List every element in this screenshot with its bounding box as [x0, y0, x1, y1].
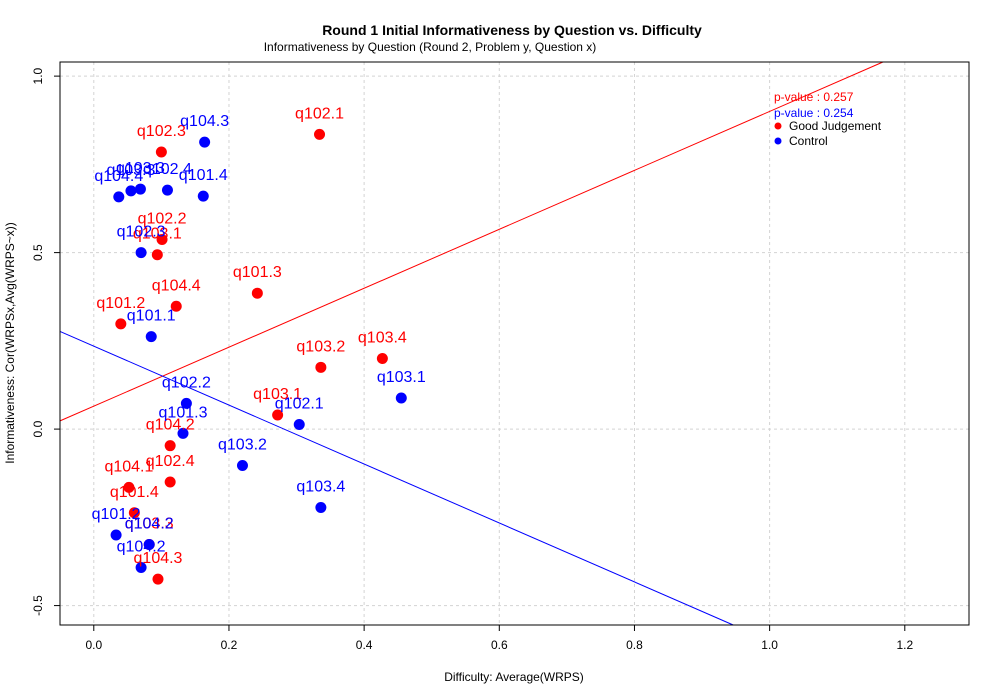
- data-point: [143, 539, 155, 551]
- y-tick-label: 0.0: [31, 420, 45, 437]
- y-tick-label: 1.0: [31, 67, 45, 84]
- data-point: [177, 427, 189, 439]
- data-label: q104.4: [152, 277, 201, 294]
- chart-title: Round 1 Initial Informativeness by Quest…: [322, 22, 702, 38]
- data-point: [199, 136, 211, 148]
- data-label: q103.4: [358, 330, 407, 347]
- data-points: [110, 128, 407, 585]
- data-label: q101.4: [179, 167, 228, 184]
- data-label: q103.3: [116, 160, 165, 177]
- data-label: q103.1: [253, 386, 302, 403]
- data-point: [164, 476, 176, 488]
- x-tick-label: 0.4: [356, 638, 373, 652]
- data-label: q103.4: [296, 478, 345, 495]
- x-tick-label: 1.2: [896, 638, 913, 652]
- legend-marker: [774, 122, 782, 130]
- data-point: [135, 561, 147, 573]
- data-point: [293, 419, 305, 431]
- x-tick-label: 0.0: [85, 638, 102, 652]
- data-label: q102.1: [275, 396, 324, 413]
- legend-label: Good Judgement: [789, 119, 882, 133]
- data-point: [128, 507, 140, 519]
- data-point: [251, 287, 263, 299]
- data-point: [314, 128, 326, 140]
- data-point: [156, 234, 168, 246]
- legend-marker: [774, 137, 782, 145]
- data-point: [135, 247, 147, 259]
- data-point: [115, 318, 127, 330]
- data-point: [164, 440, 176, 452]
- data-point: [123, 481, 135, 493]
- data-label: q102.4: [143, 161, 192, 178]
- data-label: q102.3: [137, 123, 186, 140]
- data-label: q103.2: [296, 338, 345, 355]
- chart-subtitle: Informativeness by Question (Round 2, Pr…: [264, 40, 597, 54]
- data-point: [272, 409, 284, 421]
- data-label: q104.3: [180, 113, 229, 130]
- data-label: q102.1: [295, 105, 344, 122]
- data-label: q103.1: [133, 226, 182, 243]
- x-tick-label: 0.6: [491, 638, 508, 652]
- legend-pvalue: p-value : 0.257: [774, 90, 854, 104]
- data-point: [170, 300, 182, 312]
- data-label: q101.3: [159, 404, 208, 421]
- data-point: [110, 529, 122, 541]
- fit-line-series-0: [59, 61, 884, 422]
- data-point: [134, 183, 146, 195]
- point-labels: q102.1q102.3q102.2q103.1q101.3q104.4q101…: [92, 105, 426, 567]
- data-point: [125, 185, 137, 197]
- data-label: q101.1: [127, 308, 176, 325]
- grid-lines: [60, 62, 969, 625]
- data-point: [113, 191, 125, 203]
- legend-label: Control: [789, 134, 828, 148]
- data-label: q103.3: [106, 162, 155, 179]
- y-axis-label: Informativeness: Cor(WRPSx,Avg(WRPS~x)): [3, 222, 17, 464]
- data-point: [376, 353, 388, 365]
- axes: 0.0 0.2 0.4 0.6 0.8 1.0 1.2 -0.5 0.0 0.5 1.0: [31, 67, 913, 652]
- data-label: q104.3: [134, 550, 183, 567]
- data-point: [315, 361, 327, 373]
- data-label: q101.4: [110, 484, 159, 501]
- data-label: q103.2: [218, 436, 267, 453]
- data-label: q104.1: [104, 458, 153, 475]
- data-label: q103.1: [377, 369, 426, 386]
- data-label: q102.3: [117, 224, 166, 241]
- data-label: q104.2: [146, 417, 195, 434]
- data-label: q104.4: [94, 168, 143, 185]
- data-label: q101.3: [233, 264, 282, 281]
- data-label: q103.3: [125, 516, 174, 533]
- x-tick-label: 1.0: [761, 638, 778, 652]
- data-point: [155, 146, 167, 158]
- data-label: q101.2: [92, 506, 141, 523]
- y-tick-label: -0.5: [31, 595, 45, 616]
- data-point: [151, 249, 163, 261]
- data-point: [315, 501, 327, 513]
- data-point: [236, 459, 248, 471]
- data-label: q104.2: [125, 516, 174, 533]
- data-point: [161, 184, 173, 196]
- data-point: [152, 573, 164, 585]
- data-point: [145, 331, 157, 343]
- x-tick-label: 0.8: [626, 638, 643, 652]
- data-label: q102.2: [138, 211, 187, 228]
- x-tick-label: 0.2: [221, 638, 238, 652]
- y-tick-label: 0.5: [31, 244, 45, 261]
- fit-lines: [59, 61, 884, 626]
- legend-pvalue: p-value : 0.254: [774, 106, 854, 120]
- data-label: q101.2: [96, 295, 145, 312]
- fit-line-series-1: [59, 330, 734, 626]
- data-point: [180, 397, 192, 409]
- x-axis-label: Difficulty: Average(WRPS): [444, 670, 584, 684]
- plot-frame: [59, 61, 970, 626]
- data-point: [395, 392, 407, 404]
- data-label: q102.2: [162, 374, 211, 391]
- data-label: q102.4: [146, 453, 195, 470]
- data-label: q104.2: [117, 538, 166, 555]
- data-point: [197, 190, 209, 202]
